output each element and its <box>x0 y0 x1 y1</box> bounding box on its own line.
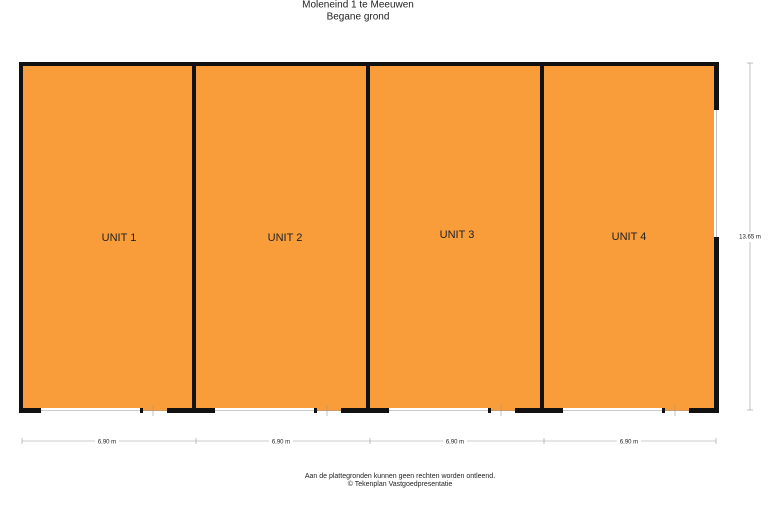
wall <box>19 62 23 413</box>
wall <box>689 408 717 413</box>
dimension-label-bg <box>269 437 293 446</box>
wall <box>368 408 389 413</box>
width-label: 6.90 m <box>446 440 464 446</box>
unit-label: UNIT 3 <box>440 229 475 241</box>
wall <box>167 408 195 413</box>
wall <box>515 408 543 413</box>
wall <box>20 408 41 413</box>
plan-title: Moleneind 1 te Meeuwen <box>302 0 414 11</box>
credit: © Tekenplan Vastgoedpresentatie <box>348 480 453 488</box>
post <box>488 408 491 413</box>
width-label: 6.90 m <box>620 440 638 446</box>
wall <box>714 62 719 110</box>
dimension-label-bg <box>735 232 765 242</box>
dimension-label-bg <box>617 437 641 446</box>
walls <box>19 62 719 413</box>
unit-label: UNIT 1 <box>102 232 137 244</box>
post <box>140 408 143 413</box>
unit-label: UNIT 2 <box>268 232 303 244</box>
unit-label: UNIT 4 <box>612 231 647 243</box>
dimension-label-bg <box>443 437 467 446</box>
width-label: 6.90 m <box>98 440 116 446</box>
plan-subtitle: Begane grond <box>327 12 390 23</box>
dimension-label-bg <box>95 437 119 446</box>
wall <box>366 62 370 413</box>
unit-labels: UNIT 1 UNIT 2 UNIT 3 UNIT 4 <box>102 229 647 244</box>
wall <box>714 237 719 413</box>
width-label: 6.90 m <box>272 440 290 446</box>
depth-label: 13.65 m <box>739 235 761 241</box>
bottom-wall <box>20 405 717 416</box>
disclaimer: Aan de plattegronden kunnen geen rechten… <box>305 473 495 480</box>
width-dimensions: 6.90 m 6.90 m 6.90 m 6.90 m <box>21 437 717 446</box>
post <box>662 408 665 413</box>
post <box>314 408 317 413</box>
wall <box>341 408 369 413</box>
wall <box>540 62 544 413</box>
wall <box>192 62 196 413</box>
wall <box>194 408 215 413</box>
wall <box>542 408 563 413</box>
right-window <box>714 110 719 237</box>
